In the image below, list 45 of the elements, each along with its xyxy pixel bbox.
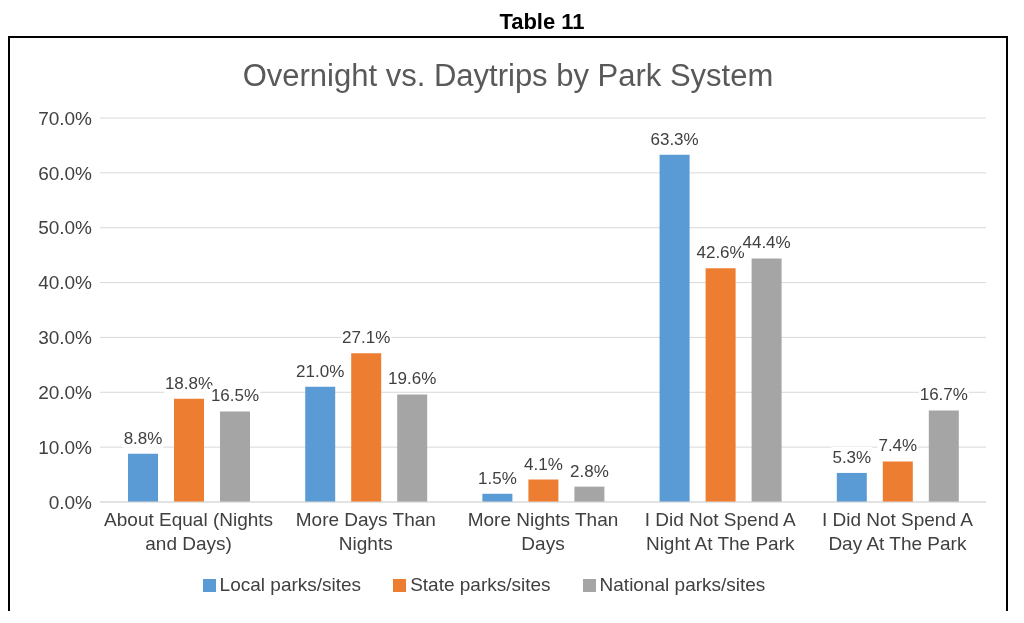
data-label: 21.0% bbox=[296, 361, 345, 381]
bar bbox=[574, 486, 605, 502]
bar bbox=[928, 410, 959, 502]
data-label: 4.1% bbox=[524, 454, 563, 474]
x-tick-label: More Nights Than Days bbox=[467, 509, 619, 554]
bar bbox=[705, 268, 736, 502]
y-tick-label: 30.0% bbox=[38, 327, 93, 349]
x-tick-label: About Equal (Nights and Days) bbox=[104, 509, 274, 554]
legend-label: Local parks/sites bbox=[219, 574, 362, 595]
chart-title: Overnight vs. Daytrips by Park System bbox=[241, 58, 775, 95]
bar bbox=[220, 411, 250, 502]
y-tick-label: 0.0% bbox=[48, 491, 93, 513]
data-label: 5.3% bbox=[832, 447, 872, 467]
data-label: 8.8% bbox=[123, 428, 163, 448]
data-label: 2.8% bbox=[570, 461, 609, 481]
y-tick-label: 60.0% bbox=[38, 162, 93, 184]
bar bbox=[305, 386, 336, 502]
bar bbox=[351, 353, 382, 502]
y-tick-label: 50.0% bbox=[38, 217, 93, 239]
y-tick-label: 40.0% bbox=[38, 272, 93, 294]
y-tick-label: 70.0% bbox=[38, 107, 93, 129]
legend-label: State parks/sites bbox=[410, 574, 551, 595]
bar bbox=[128, 453, 158, 502]
x-tick-label: I Did Not Spend A Day At The Park bbox=[821, 509, 974, 554]
bar bbox=[528, 479, 559, 502]
x-tick-label: More Days Than Nights bbox=[295, 509, 436, 554]
y-tick-label: 10.0% bbox=[38, 436, 93, 458]
bar bbox=[659, 154, 690, 502]
bar bbox=[397, 394, 428, 502]
data-label: 63.3% bbox=[650, 129, 699, 149]
bar bbox=[836, 472, 867, 502]
data-label: 16.5% bbox=[210, 386, 260, 406]
bar bbox=[751, 258, 782, 502]
caption: Table 11 bbox=[498, 8, 586, 36]
y-tick-label: 20.0% bbox=[38, 382, 93, 404]
data-label: 16.7% bbox=[919, 385, 968, 405]
legend-label: National parks/sites bbox=[599, 574, 766, 595]
data-label: 1.5% bbox=[478, 468, 517, 488]
data-label: 44.4% bbox=[742, 233, 791, 253]
data-label: 27.1% bbox=[342, 328, 391, 348]
bar bbox=[882, 461, 913, 502]
bar bbox=[174, 398, 204, 502]
data-label: 19.6% bbox=[388, 369, 437, 389]
data-label: 7.4% bbox=[878, 436, 918, 456]
x-tick-label: I Did Not Spend A Night At The Park bbox=[644, 509, 797, 554]
